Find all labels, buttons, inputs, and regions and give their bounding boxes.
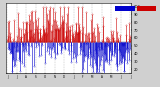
FancyBboxPatch shape: [115, 6, 135, 11]
FancyBboxPatch shape: [137, 6, 156, 11]
